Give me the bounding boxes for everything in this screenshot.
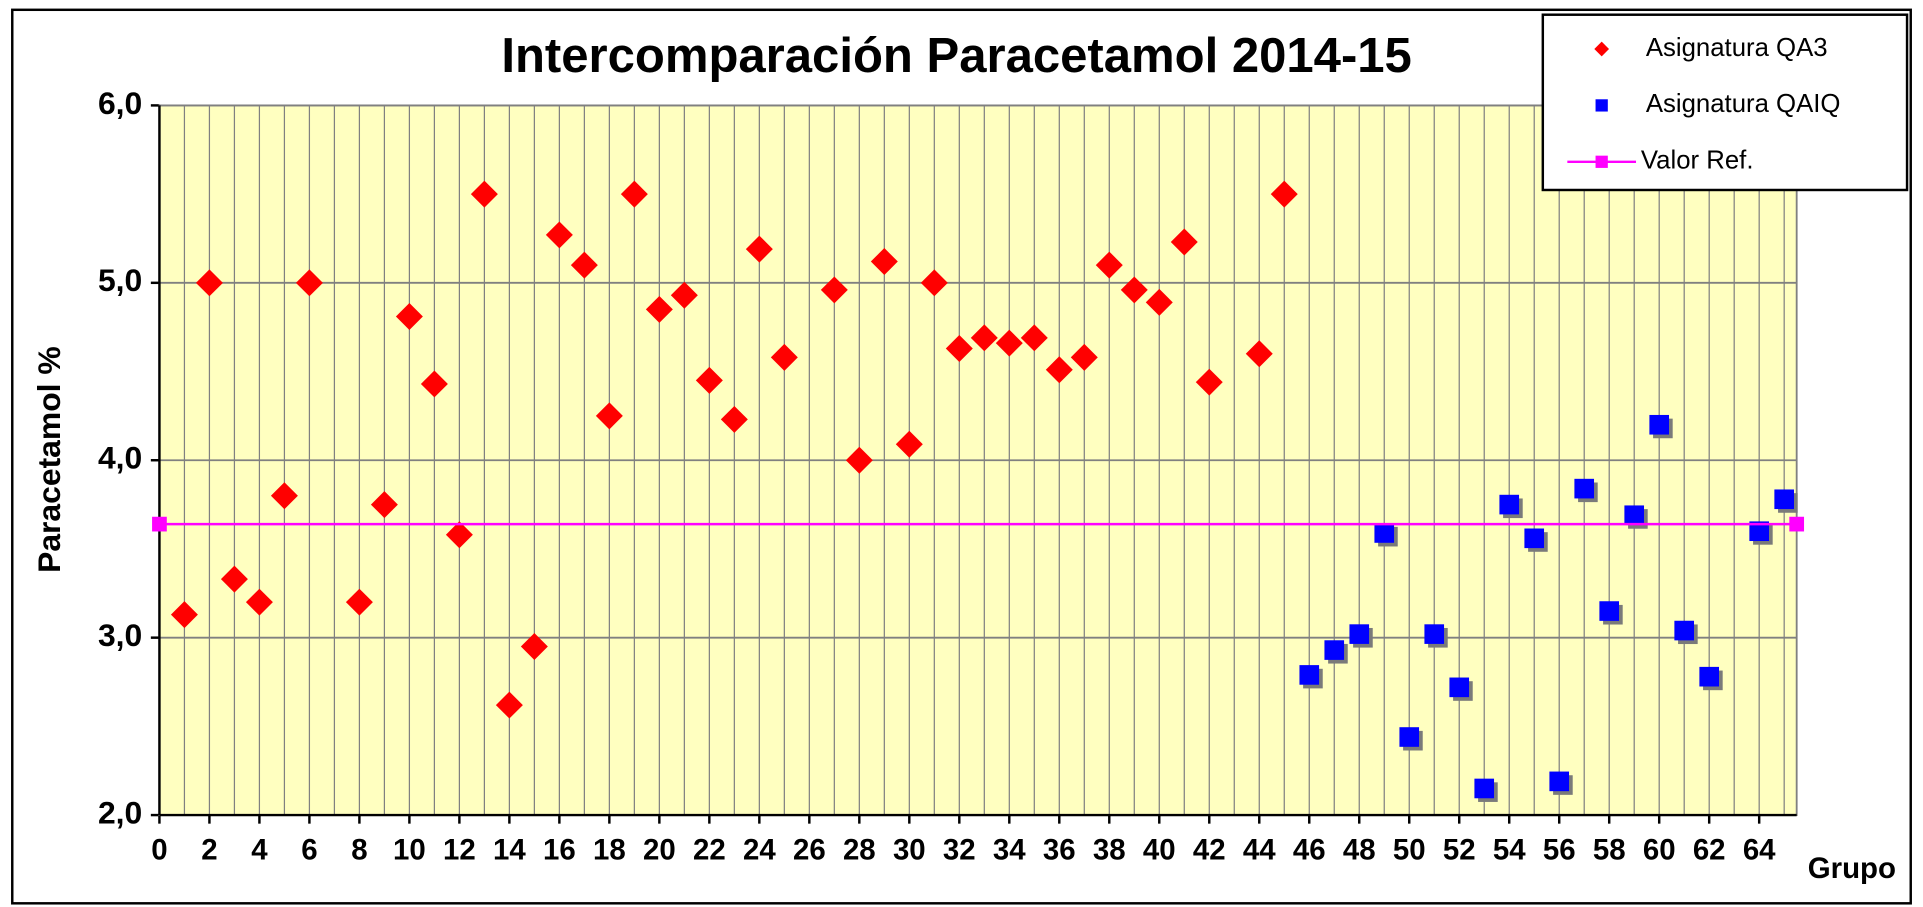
x-tick-label: 54	[1493, 834, 1526, 867]
x-tick-label: 2	[201, 834, 217, 867]
x-tick-label: 46	[1293, 834, 1326, 867]
y-tick-label: 2,0	[98, 795, 142, 831]
x-tick-label: 58	[1593, 834, 1626, 867]
x-tick-label: 24	[743, 834, 776, 867]
diamond-marker	[595, 402, 623, 430]
x-tick-label: 52	[1443, 834, 1476, 867]
x-tick-label: 28	[843, 834, 876, 867]
x-tick-label: 64	[1743, 834, 1776, 867]
square-marker	[1399, 727, 1420, 747]
square-marker	[1599, 601, 1620, 621]
square-marker	[1595, 155, 1608, 168]
diamond-marker	[620, 180, 648, 208]
diamond-marker	[1594, 41, 1610, 57]
square-marker	[1624, 505, 1645, 526]
x-tick-label: 16	[543, 834, 576, 867]
diamond-marker	[970, 324, 998, 352]
diamond-marker	[345, 588, 373, 616]
x-tick-label: 6	[301, 834, 317, 867]
diamond-marker	[745, 235, 773, 263]
diamond-marker	[1245, 340, 1273, 368]
diamond-marker	[1095, 251, 1123, 279]
y-tick-label: 5,0	[98, 262, 142, 298]
diamond-marker	[170, 601, 198, 629]
diamond-marker	[645, 295, 673, 323]
diamond-marker	[995, 329, 1023, 357]
chart-title: Intercomparación Paracetamol 2014-15	[501, 29, 1412, 83]
square-marker	[1449, 677, 1470, 698]
square-marker	[152, 516, 167, 532]
x-tick-label: 36	[1043, 834, 1076, 867]
x-tick-label: 22	[693, 834, 726, 867]
x-tick-label: 40	[1143, 834, 1176, 867]
square-marker	[1789, 516, 1805, 532]
x-tick-label: 8	[351, 834, 367, 867]
square-marker	[1324, 640, 1345, 660]
square-marker	[1474, 778, 1495, 799]
diamond-marker	[720, 405, 748, 433]
diamond-marker	[370, 491, 398, 519]
legend-label: Asignatura QA3	[1646, 34, 1828, 62]
x-tick-label: 44	[1243, 834, 1276, 867]
x-tick-label: 4	[251, 834, 268, 867]
x-tick-label: 60	[1643, 834, 1676, 867]
x-tick-label: 14	[493, 834, 526, 867]
diamond-marker	[1045, 356, 1073, 384]
diamond-marker	[695, 366, 723, 394]
x-tick-label: 26	[793, 834, 826, 867]
diamond-marker	[545, 221, 573, 249]
square-marker	[1499, 494, 1520, 515]
x-tick-label: 18	[593, 834, 626, 867]
square-marker	[1574, 478, 1595, 499]
diamond-marker	[570, 251, 598, 279]
y-tick-label: 3,0	[98, 617, 142, 653]
x-tick-label: 62	[1693, 834, 1726, 867]
square-marker	[1649, 414, 1670, 435]
diamond-marker	[1145, 288, 1173, 316]
square-marker	[1299, 665, 1320, 685]
x-axis-label: Grupo	[1808, 852, 1896, 885]
y-tick-label: 4,0	[98, 440, 142, 476]
diamond-marker	[1270, 180, 1298, 208]
x-tick-label: 50	[1393, 834, 1426, 867]
diamond-marker	[1195, 368, 1223, 396]
square-marker	[1674, 620, 1695, 641]
x-tick-label: 56	[1543, 834, 1576, 867]
square-marker	[1595, 99, 1608, 112]
square-marker	[1774, 489, 1794, 510]
square-marker	[1549, 771, 1570, 792]
square-marker	[1699, 666, 1720, 687]
square-marker	[1424, 624, 1445, 644]
x-tick-label: 42	[1193, 834, 1226, 867]
x-tick-label: 32	[943, 834, 976, 867]
x-tick-label: 12	[443, 834, 476, 867]
legend-label: Valor Ref.	[1641, 147, 1754, 175]
square-marker	[1349, 624, 1370, 644]
legend-label: Asignatura QAIQ	[1646, 90, 1841, 118]
square-marker	[1374, 523, 1395, 543]
x-tick-label: 34	[993, 834, 1026, 867]
y-axis-label: Paracetamol %	[31, 346, 67, 573]
diamond-marker	[895, 430, 923, 458]
diamond-marker	[1070, 343, 1098, 371]
diamond-marker	[770, 343, 798, 371]
diamond-marker	[495, 691, 523, 719]
x-tick-label: 10	[393, 834, 426, 867]
square-marker	[1524, 528, 1545, 549]
y-tick-label: 6,0	[98, 85, 142, 121]
diamond-marker	[1170, 228, 1198, 256]
x-tick-label: 20	[643, 834, 676, 867]
diamond-marker	[670, 281, 698, 309]
x-tick-label: 48	[1343, 834, 1376, 867]
diamond-marker	[520, 633, 548, 661]
diamond-marker	[945, 334, 973, 362]
x-tick-label: 0	[151, 834, 167, 867]
x-tick-label: 30	[893, 834, 926, 867]
x-tick-label: 38	[1093, 834, 1126, 867]
square-marker	[1749, 521, 1769, 542]
